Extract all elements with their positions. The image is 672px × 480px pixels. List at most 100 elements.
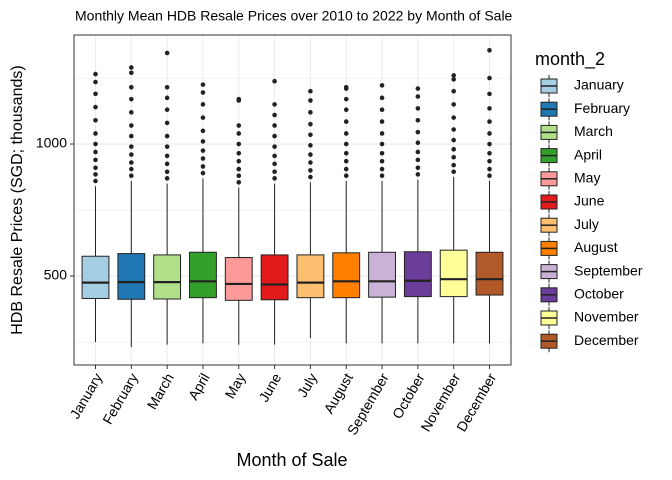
outlier (487, 91, 492, 97)
box (332, 252, 361, 299)
outlier (200, 139, 206, 144)
outlier (415, 86, 421, 91)
outlier (415, 94, 421, 99)
outlier (93, 157, 98, 163)
outlier (272, 123, 277, 128)
outlier (451, 102, 456, 107)
outlier (272, 169, 277, 175)
outlier (236, 166, 242, 172)
outlier (379, 166, 385, 172)
outlier (200, 82, 206, 87)
y-axis-title: HDB Resale Prices (SGD; thousands) (9, 65, 26, 334)
outlier (200, 156, 206, 161)
outlier (487, 141, 492, 147)
legend-label: September (574, 262, 643, 278)
outlier (415, 165, 421, 171)
outlier (415, 149, 421, 155)
outlier (308, 168, 313, 173)
box (368, 251, 396, 298)
outlier (415, 157, 421, 163)
outlier (129, 65, 134, 70)
outlier (236, 150, 242, 156)
outlier (236, 158, 242, 164)
outlier (379, 158, 385, 164)
outlier (343, 166, 349, 172)
outlier (451, 154, 456, 160)
outlier (93, 79, 98, 85)
outlier (93, 91, 98, 97)
outlier (272, 176, 277, 181)
outlier (415, 129, 421, 135)
outlier (487, 150, 492, 156)
legend-label: December (574, 332, 639, 348)
outlier (308, 143, 313, 148)
outlier (93, 149, 98, 155)
outlier (164, 161, 170, 167)
outlier (308, 160, 313, 165)
outlier (129, 110, 134, 115)
outlier (164, 84, 170, 90)
box (189, 251, 217, 299)
outlier (200, 148, 206, 153)
legend-label: June (574, 193, 605, 209)
outlier (379, 83, 385, 88)
outlier (415, 117, 421, 123)
outlier (308, 121, 313, 127)
legend-label: October (574, 286, 624, 302)
outlier (164, 120, 170, 126)
legend-label: January (574, 77, 624, 93)
outlier (93, 165, 98, 171)
outlier (164, 50, 170, 56)
outlier (93, 172, 98, 177)
outlier (343, 131, 349, 136)
outlier (379, 173, 385, 179)
legend-label: April (574, 146, 602, 162)
legend-label: November (574, 309, 639, 325)
outlier (451, 169, 456, 175)
outlier (343, 96, 349, 102)
outlier (343, 141, 349, 147)
outlier (272, 144, 277, 149)
outlier (129, 152, 134, 157)
outlier (343, 107, 349, 113)
outlier (379, 141, 385, 147)
y-tick-label: 500 (44, 267, 68, 283)
outlier (164, 95, 170, 101)
plot-panel (74, 35, 511, 365)
outlier (487, 106, 492, 111)
outlier (164, 153, 170, 159)
chart-title: Monthly Mean HDB Resale Prices over 2010… (75, 8, 513, 24)
outlier (236, 141, 242, 147)
outlier (93, 131, 98, 136)
outlier (343, 158, 349, 164)
outlier (200, 115, 206, 120)
box (403, 251, 432, 298)
outlier (451, 73, 456, 78)
outlier (487, 119, 492, 124)
box (475, 251, 504, 296)
outlier (200, 164, 206, 169)
outlier (308, 174, 313, 180)
outlier (200, 170, 206, 176)
outlier (200, 102, 206, 107)
outlier (487, 75, 492, 81)
outlier (487, 48, 492, 53)
outlier (164, 144, 170, 149)
outlier (236, 96, 242, 102)
outlier (415, 140, 421, 146)
outlier (93, 141, 98, 147)
outlier (343, 84, 349, 90)
box (224, 257, 253, 301)
legend-label: July (574, 216, 599, 232)
outlier (308, 152, 313, 157)
outlier (129, 70, 134, 76)
outlier (129, 96, 134, 102)
legend-label: March (574, 123, 613, 139)
outlier (451, 88, 456, 94)
outlier (451, 115, 456, 120)
outlier (308, 98, 313, 103)
outlier (236, 173, 242, 179)
outlier (379, 119, 385, 124)
outlier (164, 176, 170, 181)
